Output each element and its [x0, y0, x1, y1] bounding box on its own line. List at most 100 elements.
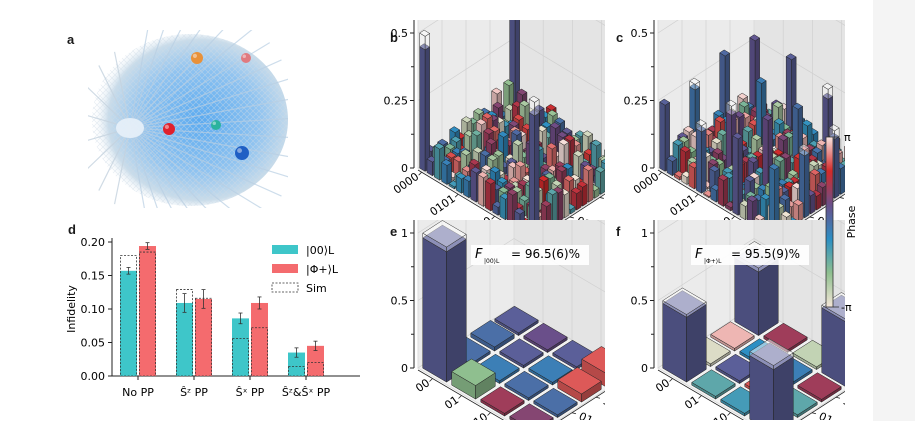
fidelity-annotation: F |Φ+⟩L = 95.5(9)%: [691, 245, 809, 265]
x-tick: [727, 412, 731, 416]
lattice-ray: [98, 65, 131, 129]
lattice-ray: [129, 78, 288, 129]
y-tick: [595, 396, 601, 399]
y-tick-label: 0.15: [81, 270, 106, 283]
bar-1-0: [666, 155, 678, 177]
y-axis-label: Infidelity: [65, 285, 78, 333]
fidelity-subscript: |Φ+⟩L: [704, 258, 722, 265]
lattice-ray: [129, 30, 224, 129]
y-tick: [839, 197, 844, 199]
fidelity-value: = 95.5(9)%: [731, 247, 800, 261]
lattice-ray: [129, 127, 172, 208]
z-tick-label: 0.25: [624, 95, 649, 108]
colorbar-min-label: -π: [841, 301, 852, 314]
bar-1-0: [451, 358, 496, 400]
sphere-blue: [235, 146, 249, 160]
x-axis: [657, 169, 742, 220]
bars: [419, 20, 605, 220]
x-tick-label: 0101: [427, 192, 457, 219]
lattice-ray: [98, 127, 131, 191]
lattice-ray: [129, 127, 288, 139]
x-tick-label: 10: [711, 410, 730, 420]
infidelity-bar-chart: 0.00 0.05 0.10 0.15 0.20 Infidelity No PP Ŝᶻ PP…: [65, 236, 360, 399]
x-axis: [657, 369, 745, 420]
x-tick: [658, 171, 662, 176]
bar-0-0: [419, 29, 431, 172]
bar-00-3: [288, 352, 305, 376]
x-tick-label: 0101: [667, 192, 697, 219]
lattice-ray: [129, 127, 188, 208]
lattice-grid: [92, 34, 288, 206]
x-tick: [731, 215, 735, 220]
y-tick: [569, 216, 574, 219]
lattice-ray: [113, 51, 131, 129]
sim-bar-2: [251, 327, 268, 377]
y-tick: [599, 197, 604, 199]
y-tick-label: 01: [577, 410, 595, 420]
x-tick-label: 00: [653, 376, 672, 395]
x-tick: [454, 193, 459, 198]
bar-0-0: [662, 287, 707, 383]
y-tick-label: 10: [841, 394, 845, 412]
colorbar-gradient: [825, 136, 834, 308]
sim-bar-1: [176, 289, 193, 377]
lattice-ray: [129, 30, 164, 129]
x-tick-label: Ŝᶻ PP: [180, 386, 208, 399]
y-tick: [809, 216, 814, 219]
bar-10-0: [732, 132, 744, 216]
bar-phi-1: [195, 298, 212, 376]
bar-12-0: [506, 188, 518, 220]
z-tick-label: 1: [641, 227, 648, 240]
lattice-ray: [129, 127, 231, 208]
z-tick-label: 0.5: [631, 27, 649, 40]
x-tick-label: Ŝᶻ&Ŝˣ PP: [282, 386, 331, 399]
x-tick-label: 01: [442, 393, 461, 412]
fidelity-symbol: F: [475, 247, 483, 262]
bar-15-4: [792, 199, 804, 220]
phase-colorbar: π -π Phase: [825, 131, 858, 314]
colorbar-max-label: π: [844, 131, 851, 144]
legend-label-phi: |Φ+⟩L: [306, 263, 339, 276]
y-axis: [800, 390, 845, 420]
density-matrix-c: 00.250.5|ρ|00000101101011110000010110101…: [624, 20, 845, 220]
bar-3-3: [821, 292, 845, 387]
bar-phi-0: [139, 246, 156, 376]
bar-0-2: [470, 320, 515, 352]
bar-3-1: [533, 387, 578, 419]
bar-0-0: [659, 98, 671, 172]
colorbar-title: Phase: [845, 205, 858, 238]
density-matrix-b: 00.250.5|ρ|00000101101011110000010110101…: [384, 20, 605, 220]
lattice-ray: [129, 98, 288, 129]
x-tick: [698, 395, 702, 399]
lattice-ray: [129, 127, 282, 197]
lattice-hub: [116, 118, 144, 138]
x-tick-label: 10: [471, 410, 490, 420]
bar-5-0: [695, 119, 707, 194]
z-tick-label: 0: [401, 362, 408, 375]
panel-label-c: c: [616, 30, 624, 45]
lattice-illustration: [88, 30, 288, 208]
y-tick-label: 10: [601, 394, 605, 412]
lattice-ray: [129, 127, 288, 178]
x-axis: [417, 369, 505, 420]
y-tick: [811, 412, 817, 415]
bar-12-0: [746, 195, 758, 220]
bar-3-0: [509, 403, 554, 420]
x-tick-label: 01: [682, 393, 701, 412]
x-tick: [669, 378, 673, 382]
bar-0-0: [422, 220, 467, 383]
bar-3-0: [749, 338, 794, 420]
lattice-ray: [129, 30, 201, 129]
x-tick-label: No PP: [122, 386, 154, 399]
y-tick-label: 0.00: [81, 370, 106, 383]
x-tick: [458, 395, 462, 399]
bar-15-2: [540, 200, 552, 220]
bar-9-0: [484, 177, 496, 212]
bar-2-0: [480, 386, 525, 417]
sphere-red: [163, 123, 175, 135]
panel-label-b: b: [390, 30, 398, 45]
x-tick: [491, 215, 495, 220]
legend-label-sim: Sim: [306, 282, 327, 295]
bar-00-0: [120, 270, 137, 376]
bar-9-5: [514, 160, 526, 192]
